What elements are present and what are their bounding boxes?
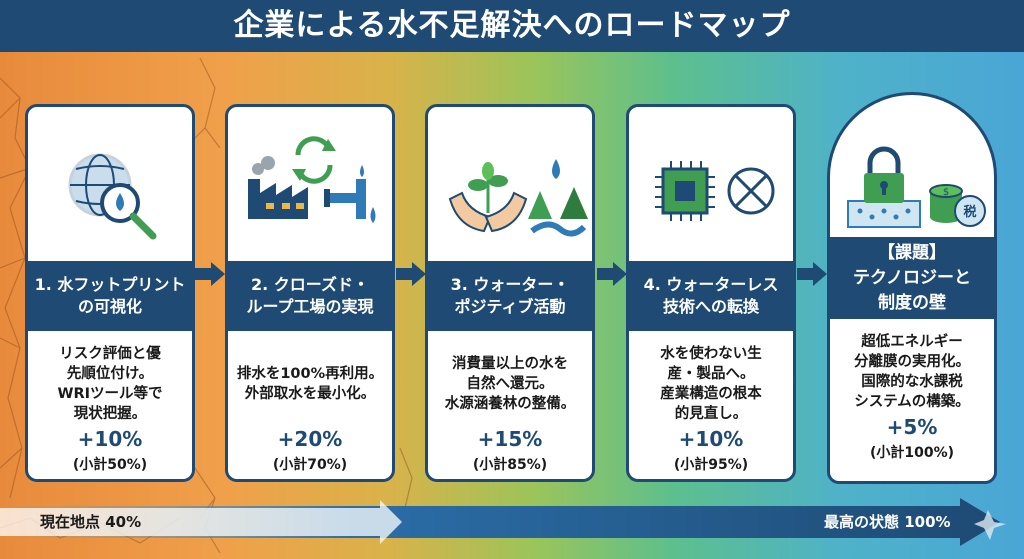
water-pipe-icon <box>324 165 376 223</box>
svg-text:税: 税 <box>963 204 976 220</box>
step-card-4: 4. ウォーターレス 技術への転換 水を使わない生 産・製品へ。 産業構造の根本… <box>626 104 796 482</box>
current-progress-arrow <box>0 500 402 544</box>
no-water-icon <box>727 167 775 215</box>
step-subtotal: (小計85%) <box>472 457 548 473</box>
step-increase: +10% <box>678 427 744 451</box>
step-subtotal: (小計95%) <box>673 457 749 473</box>
step-increase: +15% <box>477 427 543 451</box>
tax-coins-icon: $ 税 <box>929 184 986 227</box>
step-card-1: 1. 水フットプリント の可視化 リスク評価と優 先順位付け。 WRIツール等で… <box>25 104 195 482</box>
step-subtotal: (小計100%) <box>869 445 955 461</box>
step-description: 水を使わない生 産・製品へ。 産業構造の根本 的見直し。 <box>660 346 762 422</box>
forest-river-icon <box>528 159 588 237</box>
progress-track <box>0 498 1006 546</box>
step-increase: +5% <box>886 415 938 439</box>
svg-text:$: $ <box>943 187 949 198</box>
step-card-3: 3. ウォーター・ ポジティブ活動 消費量以上の水を 自然へ還元。 水源涵養林の… <box>425 104 595 482</box>
current-position-label: 現在地点 40% <box>40 513 142 531</box>
step-heading: 【課題】 テクノロジーと 制度の壁 <box>830 237 994 319</box>
step-description: 消費量以上の水を 自然へ還元。 水源涵養林の整備。 <box>444 356 576 412</box>
step-subtotal: (小計70%) <box>272 457 348 473</box>
step-increase: +20% <box>277 427 343 451</box>
step-heading: 4. ウォーターレス 技術への転換 <box>629 261 793 331</box>
step-description: 排水を100%再利用。 外部取水を最小化。 <box>236 366 384 402</box>
recycle-icon <box>292 136 336 184</box>
step-heading: 1. 水フットプリント の可視化 <box>28 261 192 331</box>
step-heading: 2. クローズド・ ループ工場の実現 <box>228 261 392 331</box>
connector-arrow-icon <box>797 262 827 286</box>
goal-label: 最高の状態 100% <box>824 513 951 531</box>
step-subtotal: (小計50%) <box>72 457 148 473</box>
hands-sprout-icon <box>448 162 528 233</box>
connector-arrow-icon <box>597 262 627 286</box>
step-heading: 3. ウォーター・ ポジティブ活動 <box>428 261 592 331</box>
globe-magnifier-icon <box>68 153 157 240</box>
factory-icon <box>248 156 308 219</box>
step-description: リスク評価と優 先順位付け。 WRIツール等で 現状把握。 <box>57 346 163 422</box>
connector-arrow-icon <box>396 262 426 286</box>
step-card-2: 2. クローズド・ ループ工場の実現 排水を100%再利用。 外部取水を最小化。… <box>225 104 395 482</box>
chip-icon <box>655 161 715 221</box>
step-card-challenge: $ 税 【課題】 テクノロジーと 制度の壁 超低エネルギー 分離膜の実用化。 国… <box>827 92 997 484</box>
connector-arrow-icon <box>195 262 225 286</box>
goal-sparkle-icon <box>974 510 1006 540</box>
step-increase: +10% <box>77 427 143 451</box>
step-description: 超低エネルギー 分離膜の実用化。 国際的な水課税 システムの構築。 <box>854 334 970 410</box>
page-title: 企業による水不足解決へのロードマップ <box>0 0 1024 52</box>
lock-membrane-icon <box>847 146 921 228</box>
